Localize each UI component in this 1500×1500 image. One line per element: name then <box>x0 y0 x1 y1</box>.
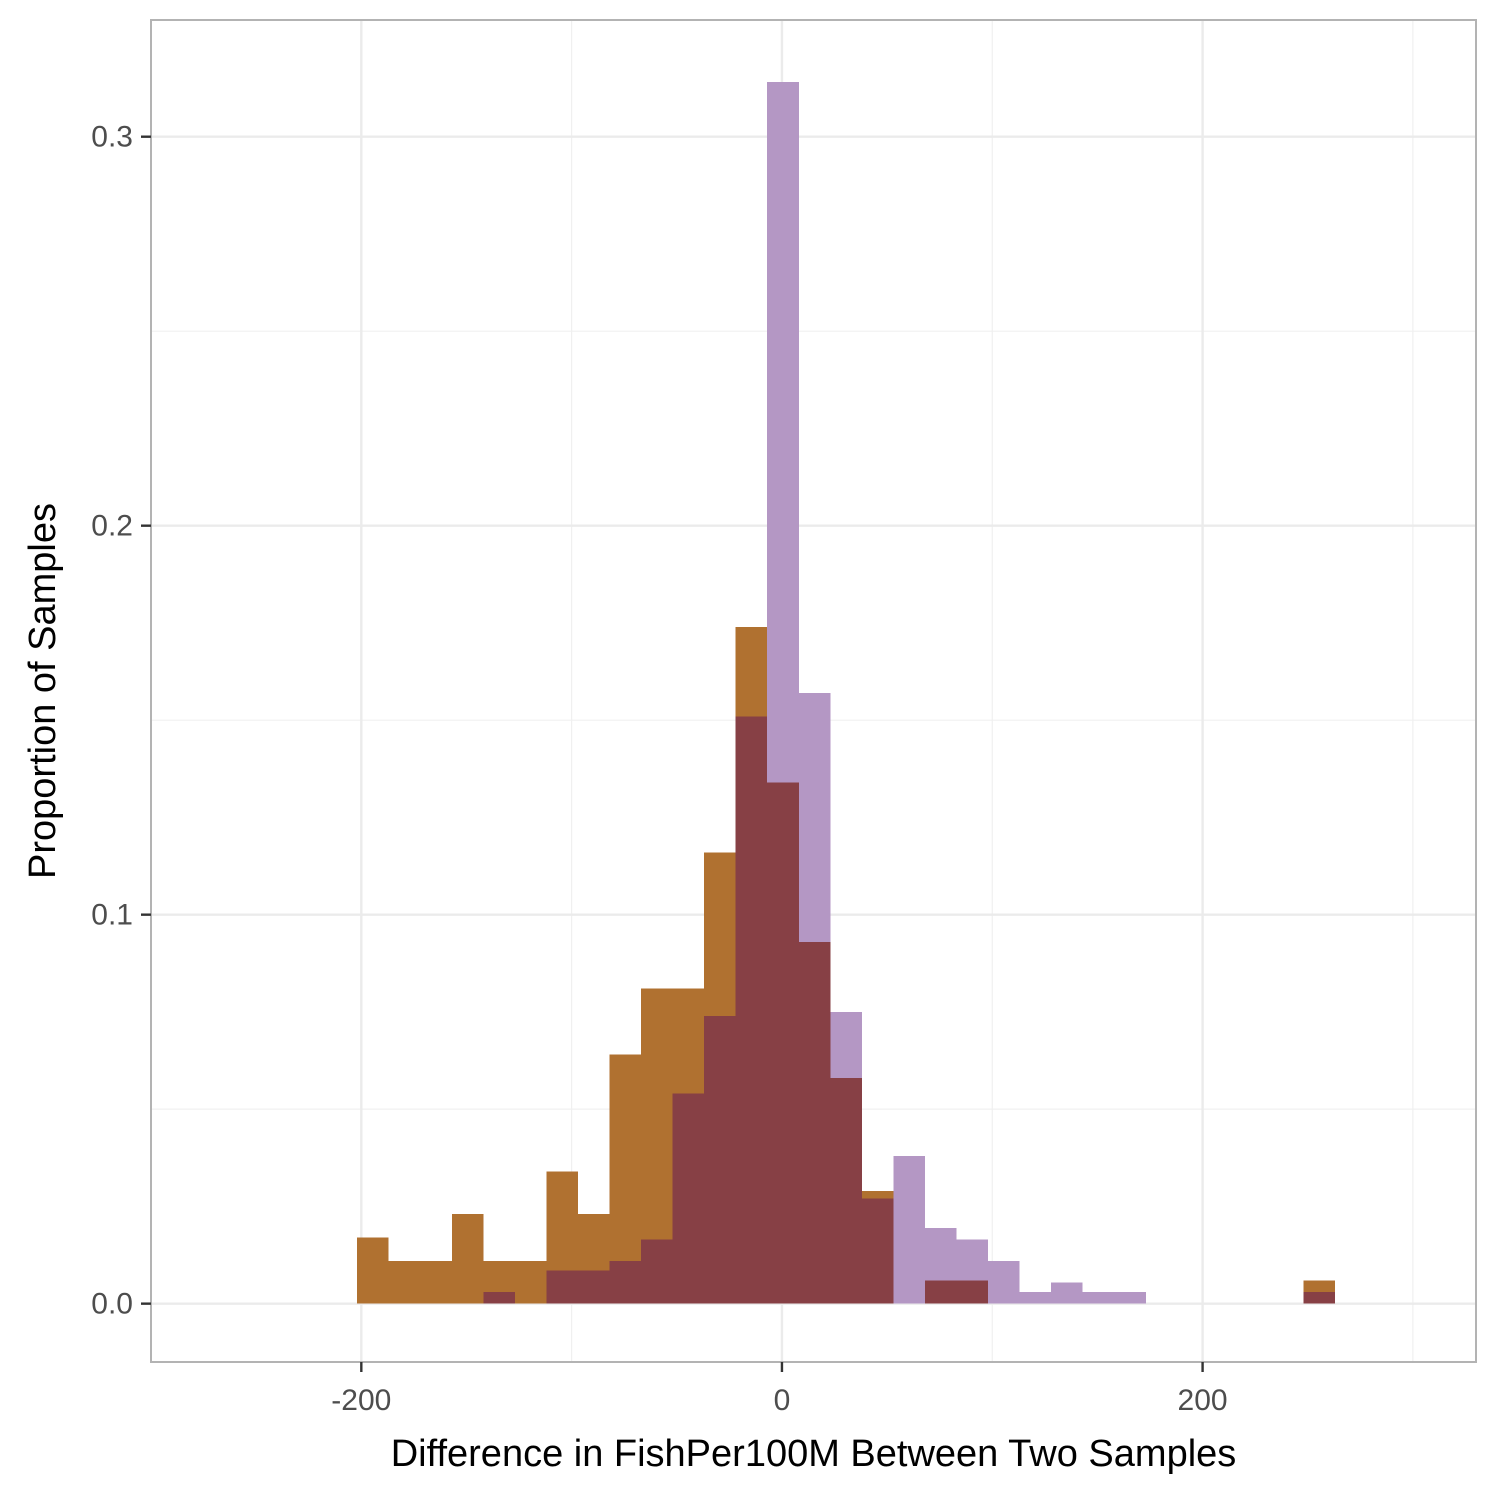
bar-series-2 <box>893 1155 925 1304</box>
bar-overlap <box>798 941 831 1304</box>
x-tick-label: 0 <box>774 1384 791 1417</box>
bar-series-2 <box>1019 1291 1052 1304</box>
y-tick-label: 0.0 <box>91 1288 133 1321</box>
bar-overlap <box>546 1270 578 1304</box>
y-tick-label: 0.2 <box>91 510 133 543</box>
bar-overlap <box>735 716 768 1304</box>
histogram-bars <box>357 82 1336 1304</box>
bar-overlap <box>483 1291 515 1304</box>
y-tick-label: 0.3 <box>91 121 133 154</box>
y-axis: 0.0 0.1 0.2 0.3 <box>91 121 151 1321</box>
x-axis: -200 0 200 <box>331 1362 1228 1417</box>
bar-overlap <box>956 1280 989 1304</box>
bar-series-1 <box>388 1260 421 1304</box>
bar-series-2 <box>1114 1291 1146 1304</box>
bar-series-2 <box>988 1260 1020 1304</box>
x-tick-label: 200 <box>1178 1384 1228 1417</box>
bar-series-1 <box>451 1214 484 1304</box>
y-tick-label: 0.1 <box>91 899 133 932</box>
bar-overlap <box>924 1280 957 1304</box>
bar-series-2 <box>1082 1291 1115 1304</box>
x-axis-title: Difference in FishPer100M Between Two Sa… <box>391 1433 1237 1475</box>
bar-series-1 <box>357 1237 389 1304</box>
bar-overlap <box>767 782 799 1304</box>
x-tick-label: -200 <box>331 1384 391 1417</box>
bar-overlap <box>1303 1291 1336 1304</box>
bar-overlap <box>609 1260 642 1304</box>
bar-overlap <box>704 1015 736 1304</box>
bar-overlap <box>861 1198 894 1304</box>
bar-series-2 <box>1051 1282 1083 1304</box>
panel-border <box>150 19 1477 1363</box>
bar-overlap <box>641 1239 673 1304</box>
y-axis-title: Proportion of Samples <box>22 503 64 879</box>
bar-overlap <box>577 1270 610 1304</box>
bar-series-1 <box>420 1260 452 1304</box>
bar-overlap <box>672 1093 705 1304</box>
bar-overlap <box>830 1078 862 1304</box>
bar-series-1 <box>514 1260 547 1304</box>
